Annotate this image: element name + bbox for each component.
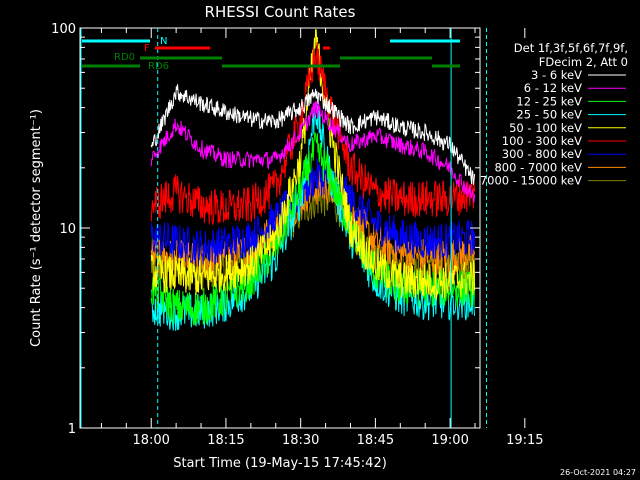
state-label: N: [160, 36, 167, 47]
legend-header-line-1: Det 1f,3f,5f,6f,7f,9f,: [514, 41, 628, 55]
y-axis: 1 10 100: [51, 22, 480, 437]
series-line: [150, 84, 476, 185]
y-tick-label: 100: [51, 22, 76, 37]
timestamp: 26-Oct-2021 04:27: [560, 468, 636, 477]
chart-title: RHESSI Count Rates: [205, 3, 356, 21]
y-tick-label: 1: [68, 422, 76, 437]
x-tick-label: 19:15: [506, 433, 543, 448]
legend: Det 1f,3f,5f,6f,7f,9f, FDecim 2, Att 0 3…: [480, 41, 628, 188]
x-axis-label: Start Time (19-May-15 17:45:42): [173, 456, 387, 471]
x-axis: 18:00 18:15 18:30 18:45 19:00 19:15: [100, 28, 544, 448]
y-tick-label: 10: [59, 222, 76, 237]
state-label: RD0: [114, 52, 135, 63]
legend-label: 100 - 300 keV: [502, 134, 582, 148]
x-tick-label: 18:00: [132, 433, 169, 448]
x-tick-label: 19:00: [431, 433, 468, 448]
legend-label: 800 - 7000 keV: [494, 160, 582, 174]
legend-header-line-2: FDecim 2, Att 0: [539, 55, 628, 69]
series-line: [150, 100, 476, 204]
legend-label: 50 - 100 keV: [509, 121, 582, 135]
x-tick-label: 18:45: [357, 433, 394, 448]
legend-label: 7000 - 15000 keV: [480, 174, 582, 188]
y-axis-label: Count Rate (s⁻¹ detector segment⁻¹): [29, 109, 44, 347]
state-label: F: [144, 43, 150, 54]
series-layer: [150, 29, 476, 331]
x-tick-label: 18:30: [282, 433, 319, 448]
legend-label: 12 - 25 keV: [516, 94, 582, 108]
x-tick-label: 18:15: [207, 433, 244, 448]
state-label: RD6: [148, 61, 169, 72]
legend-label: 25 - 50 keV: [516, 108, 582, 122]
series-line: [150, 41, 476, 226]
legend-label: 300 - 800 keV: [502, 147, 582, 161]
legend-label: 6 - 12 keV: [524, 81, 582, 95]
legend-label: 3 - 6 keV: [531, 68, 582, 82]
series-line: [150, 157, 476, 266]
